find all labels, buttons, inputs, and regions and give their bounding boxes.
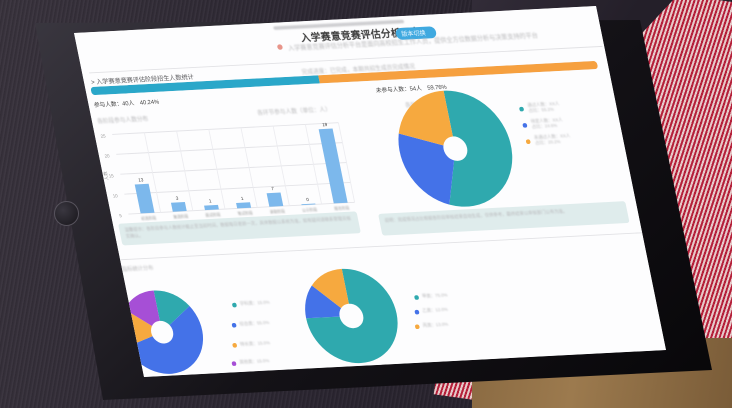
svg-text:25: 25 [100,133,106,138]
svg-text:公示阶段: 公示阶段 [302,207,318,213]
svg-text:1: 1 [208,198,212,203]
svg-text:3: 3 [175,196,179,201]
svg-text:5: 5 [119,213,123,218]
svg-text:录取阶段: 录取阶段 [269,208,285,214]
svg-text:0: 0 [306,197,310,202]
svg-text:面试阶段: 面试阶段 [205,212,221,218]
svg-text:1: 1 [240,196,244,201]
svg-text:笔试阶段: 笔试阶段 [237,210,253,216]
svg-text:19: 19 [322,122,328,127]
svg-text:13: 13 [138,177,144,182]
svg-text:复选阶段: 复选阶段 [173,213,189,219]
svg-text:10: 10 [112,193,118,198]
svg-text:报名阶段: 报名阶段 [334,205,350,211]
svg-text:初选阶段: 初选阶段 [141,215,157,221]
svg-text:15: 15 [108,173,114,178]
svg-text:20: 20 [104,153,110,158]
